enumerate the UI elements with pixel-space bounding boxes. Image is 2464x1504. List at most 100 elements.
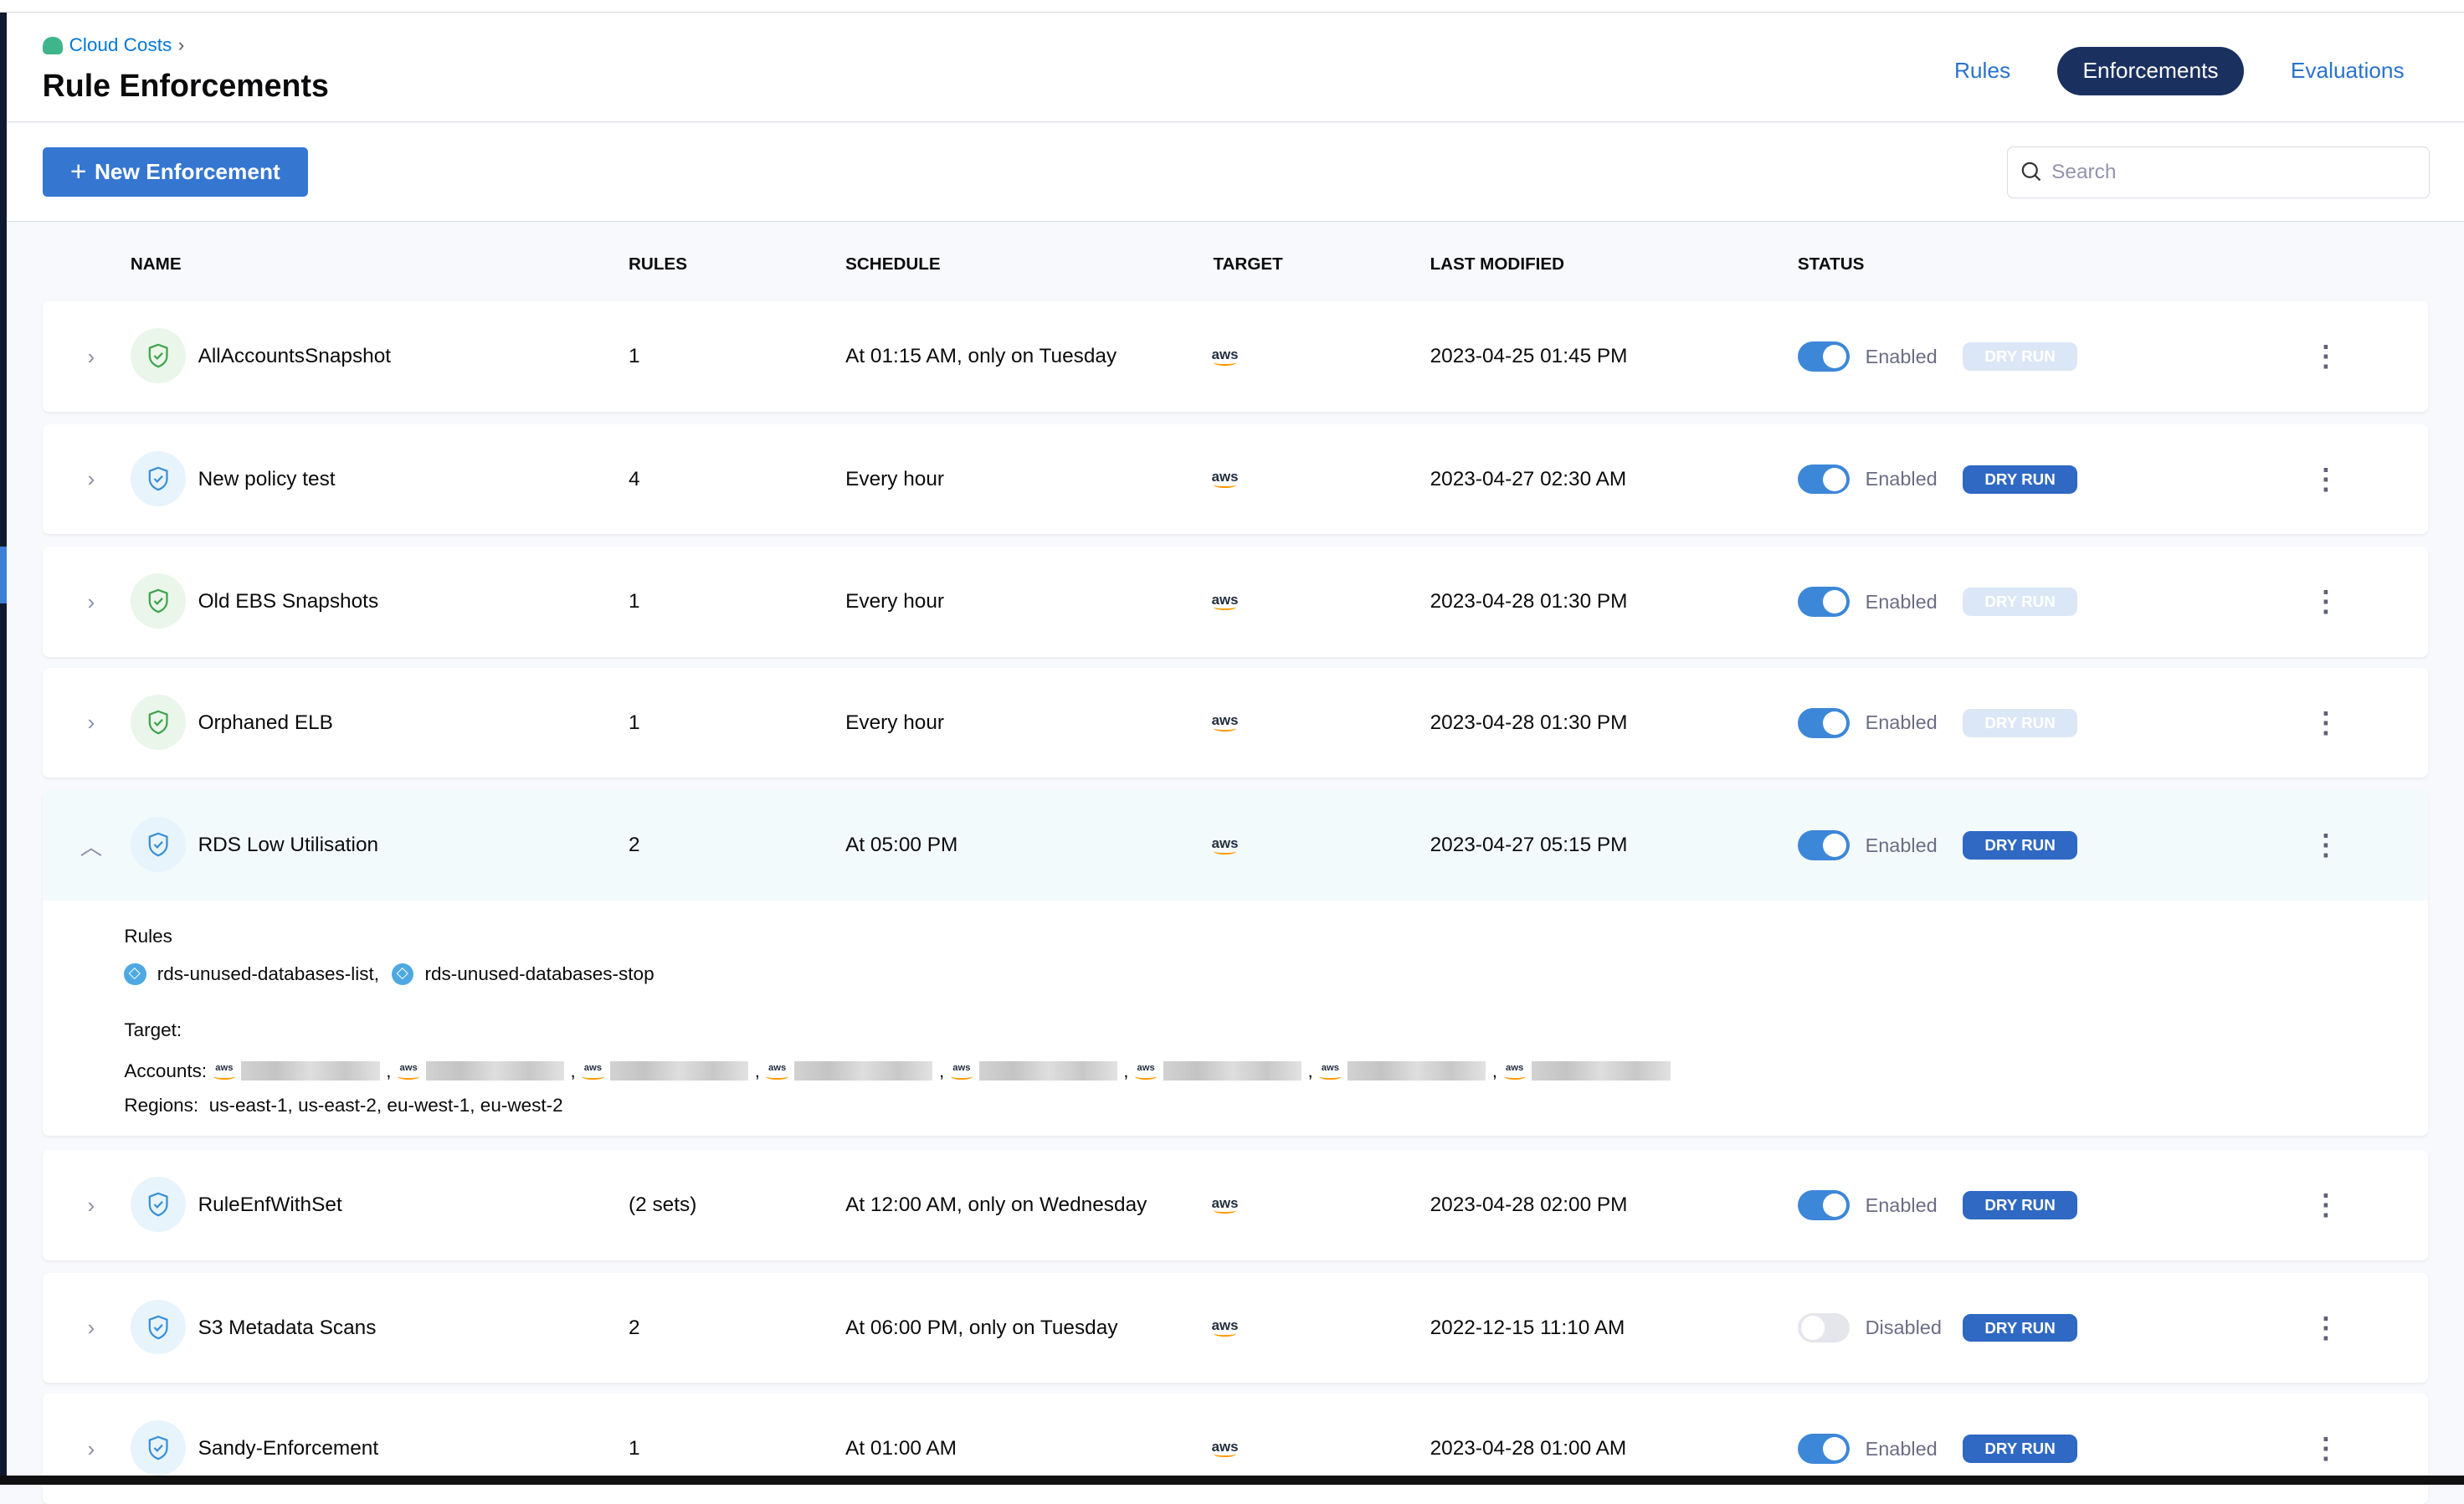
status-toggle[interactable]: Disabled [1797, 1273, 1942, 1383]
last-modified: 2023-04-25 01:45 PM [1430, 345, 1628, 368]
col-schedule[interactable]: SCHEDULE [845, 254, 941, 275]
tabs: Rules Enforcements Evaluations [1929, 47, 2430, 95]
rule-name[interactable]: rds-unused-databases-stop [424, 962, 654, 984]
enforcement-name[interactable]: New policy test [198, 467, 336, 490]
status-text: Enabled [1865, 834, 1938, 856]
toggle-switch[interactable] [1797, 587, 1850, 617]
rule-name[interactable]: rds-unused-databases-list, [157, 962, 380, 984]
enforcement-name[interactable]: Sandy-Enforcement [198, 1437, 379, 1460]
row-summary[interactable]: › RuleEnfWithSet (2 sets) At 12:00 AM, only… [43, 1150, 2428, 1260]
chevron-right-icon[interactable]: › [87, 710, 95, 736]
chevron-right-icon[interactable]: › [87, 343, 95, 369]
row-summary[interactable]: › AllAccountsSnapshot 1 At 01:15 AM, only o… [43, 301, 2428, 411]
enforcement-name[interactable]: S3 Metadata Scans [198, 1316, 377, 1339]
more-options-icon[interactable]: ⋮ [2311, 341, 2340, 373]
row-summary[interactable]: › Sandy-Enforcement 1 At 01:00 AM aws 2023-04… [43, 1394, 2428, 1503]
tab-evaluations[interactable]: Evaluations [2290, 58, 2405, 84]
enforcement-name[interactable]: RuleEnfWithSet [198, 1193, 342, 1217]
table-row[interactable]: › Sandy-Enforcement 1 At 01:00 AM aws 2023-04… [42, 1394, 2428, 1504]
schedule: Every hour [845, 590, 945, 613]
more-options-icon[interactable]: ⋮ [2311, 829, 2340, 862]
toggle-switch[interactable] [1797, 707, 1850, 738]
target-aws: aws [1212, 1150, 1239, 1260]
new-enforcement-button[interactable]: + New Enforcement [42, 147, 308, 197]
enforcement-name[interactable]: AllAccountsSnapshot [198, 345, 392, 368]
more-options-icon[interactable]: ⋮ [2311, 586, 2340, 619]
tab-rules[interactable]: Rules [1953, 58, 2011, 84]
chevron-right-icon[interactable]: › [87, 1192, 95, 1218]
table-row[interactable]: › AllAccountsSnapshot 1 At 01:15 AM, only o… [42, 301, 2428, 412]
aws-icon: aws [1212, 1440, 1239, 1458]
status-toggle[interactable]: Enabled [1797, 424, 1938, 534]
dry-run-badge: DRY RUN [1963, 1313, 2078, 1342]
shield-check-icon [130, 328, 186, 384]
breadcrumb[interactable]: Cloud Costs › [42, 34, 184, 56]
enforcement-name[interactable]: RDS Low Utilisation [198, 834, 379, 857]
status-toggle[interactable]: Enabled [1797, 790, 1938, 900]
enforcement-name[interactable]: Orphaned ELB [198, 711, 333, 734]
toggle-switch[interactable] [1797, 830, 1850, 860]
schedule: At 01:00 AM [845, 1437, 957, 1460]
search-input[interactable] [2051, 160, 2398, 184]
status-toggle[interactable]: Enabled [1797, 1394, 1938, 1503]
chevron-right-icon[interactable]: › [87, 588, 95, 614]
rule-chip[interactable]: rds-unused-databases-stop [392, 962, 654, 985]
shield-check-icon [130, 694, 186, 750]
col-target[interactable]: TARGET [1213, 254, 1283, 275]
chevron-right-icon[interactable]: › [87, 1435, 95, 1461]
col-last-modified[interactable]: LAST MODIFIED [1430, 254, 1565, 275]
schedule: At 06:00 PM, only on Tuesday [845, 1316, 1118, 1339]
row-summary[interactable]: ︿ RDS Low Utilisation 2 At 05:00 PM aws 2023-… [42, 790, 2428, 901]
rules-count: 2 [629, 1316, 640, 1339]
search-box[interactable] [2006, 146, 2430, 198]
status-toggle[interactable]: Enabled [1797, 1150, 1938, 1260]
toggle-switch[interactable] [1797, 464, 1850, 495]
chevron-right-icon[interactable]: › [87, 1315, 95, 1341]
sidebar-active-marker [0, 547, 7, 603]
row-details: Rules rds-unused-databases-list, rds-unuse… [124, 926, 1671, 1116]
dry-run-badge: DRY RUN [1963, 342, 2078, 372]
status-toggle[interactable]: Enabled [1797, 301, 1938, 411]
table-row[interactable]: › S3 Metadata Scans 2 At 06:00 PM, only on … [42, 1272, 2428, 1383]
more-options-icon[interactable]: ⋮ [2311, 1433, 2340, 1466]
target-aws: aws [1212, 668, 1239, 778]
row-summary[interactable]: › Old EBS Snapshots 1 Every hour aws 2023-04-… [43, 547, 2428, 656]
table-row[interactable]: › RuleEnfWithSet (2 sets) At 12:00 AM, only… [42, 1150, 2428, 1260]
more-options-icon[interactable]: ⋮ [2311, 1312, 2340, 1344]
more-options-icon[interactable]: ⋮ [2311, 463, 2340, 495]
tab-enforcements[interactable]: Enforcements [2057, 47, 2244, 95]
rule-chip[interactable]: rds-unused-databases-list, [124, 962, 380, 985]
toggle-switch[interactable] [1797, 1434, 1850, 1464]
dry-run-badge: DRY RUN [1963, 708, 2078, 737]
toggle-switch[interactable] [1797, 1312, 1850, 1343]
toolbar: + New Enforcement [6, 124, 2464, 222]
table-row[interactable]: ︿ RDS Low Utilisation 2 At 05:00 PM aws 2023-… [42, 790, 2428, 1137]
toggle-switch[interactable] [1797, 341, 1850, 372]
aws-icon: aws [213, 1062, 235, 1080]
col-rules[interactable]: RULES [629, 254, 687, 275]
more-options-icon[interactable]: ⋮ [2311, 706, 2340, 739]
breadcrumb-link[interactable]: Cloud Costs [69, 34, 172, 56]
col-status[interactable]: STATUS [1797, 254, 1865, 275]
row-summary[interactable]: › New policy test 4 Every hour aws 2023-04-27… [43, 424, 2428, 534]
status-toggle[interactable]: Enabled [1797, 668, 1938, 778]
enforcement-name[interactable]: Old EBS Snapshots [198, 590, 379, 613]
table-row[interactable]: › Old EBS Snapshots 1 Every hour aws 2023-04-… [42, 547, 2428, 657]
toggle-switch[interactable] [1797, 1190, 1850, 1220]
rules-count: (2 sets) [629, 1193, 697, 1217]
chevron-right-icon[interactable]: › [87, 466, 95, 492]
rules-count: 2 [629, 834, 640, 857]
last-modified: 2022-12-15 11:10 AM [1430, 1316, 1625, 1339]
schedule: At 05:00 PM [845, 834, 958, 857]
status-text: Enabled [1865, 711, 1938, 734]
table-row[interactable]: › Orphaned ELB 1 Every hour aws 2023-04-28 01… [42, 667, 2428, 778]
chevron-up-icon[interactable]: ︿ [80, 834, 102, 860]
aws-icon: aws [1319, 1062, 1341, 1080]
table-row[interactable]: › New policy test 4 Every hour aws 2023-04-27… [42, 423, 2428, 535]
status-toggle[interactable]: Enabled [1797, 547, 1938, 656]
row-summary[interactable]: › Orphaned ELB 1 Every hour aws 2023-04-28 01… [43, 668, 2428, 778]
row-summary[interactable]: › S3 Metadata Scans 2 At 06:00 PM, only on … [43, 1273, 2428, 1383]
redacted-account [1532, 1061, 1671, 1081]
col-name[interactable]: NAME [130, 254, 182, 275]
more-options-icon[interactable]: ⋮ [2311, 1189, 2340, 1222]
